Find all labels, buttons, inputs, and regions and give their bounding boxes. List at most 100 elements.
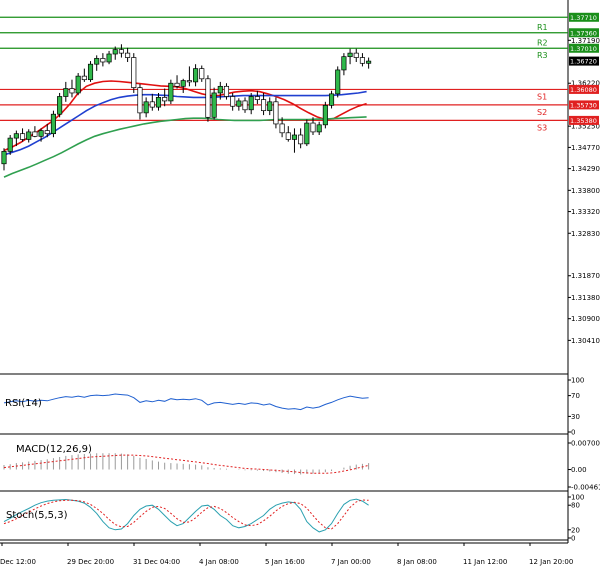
time-tick-label: 4 Jan 08:00	[199, 558, 239, 566]
candle-body-bullish	[291, 134, 298, 140]
candle-body-bullish	[13, 133, 19, 139]
moving-average-line	[3, 90, 367, 156]
candle-body-bullish	[168, 82, 174, 102]
candle-body-bullish	[335, 69, 341, 95]
time-tick-label: Dec 12:00	[0, 558, 36, 566]
candle-body-bearish	[125, 52, 131, 58]
macd-tick-label: 0.00	[571, 466, 587, 474]
candle-body-bullish	[211, 92, 217, 118]
level-price-label: 1.37360	[570, 29, 597, 37]
candle-body-bearish	[199, 68, 205, 80]
stoch-signal-line	[3, 499, 369, 530]
price-tick-label: 1.32830	[571, 230, 600, 238]
time-tick-label: 31 Dec 04:00	[133, 558, 180, 566]
candle-body-bullish	[63, 88, 69, 97]
candle-body-bullish	[7, 137, 13, 152]
level-price-box	[569, 100, 599, 110]
candle-body-bearish	[359, 57, 365, 64]
candle-body-bearish	[32, 131, 38, 137]
rsi-tick-label: 100	[571, 377, 584, 385]
stoch-tick-label: 0	[571, 535, 575, 543]
candle-body-bearish	[149, 101, 155, 108]
candle-body-bearish	[131, 57, 137, 88]
macd-tick-label: -0.004617	[571, 484, 600, 492]
candle-body-bearish	[261, 99, 267, 112]
price-tick-label: 1.37190	[571, 37, 600, 45]
candle-body-bearish	[81, 75, 87, 81]
candle-body-bearish	[137, 87, 143, 114]
time-tick-label: 11 Jan 12:00	[463, 558, 507, 566]
price-tick-label: 1.34290	[571, 165, 600, 173]
candle-body-bearish	[186, 80, 192, 83]
macd-signal-line	[3, 454, 369, 474]
candle-body-bullish	[57, 96, 63, 115]
price-tick-label: 1.36220	[571, 80, 600, 88]
level-price-box	[569, 84, 599, 94]
candle-body-bullish	[316, 124, 322, 133]
candle-body-bearish	[298, 134, 304, 145]
candle-body-bearish	[285, 132, 291, 140]
candle-body-bullish	[322, 105, 328, 126]
price-tick-label: 1.34770	[571, 144, 600, 152]
level-name-r2: R2	[537, 38, 548, 47]
candle-body-bearish	[174, 82, 180, 87]
level-price-box	[569, 115, 599, 125]
time-tick-label: 7 Jan 00:00	[331, 558, 371, 566]
candle-body-bullish	[155, 97, 162, 108]
candle-body-bullish	[94, 58, 100, 65]
price-tick-label: 1.31380	[571, 294, 600, 302]
stoch-tick-label: 20	[571, 526, 580, 534]
candle-body-bullish	[26, 131, 32, 140]
candle-body-bearish	[118, 49, 124, 54]
candle-body-bullish	[236, 100, 242, 107]
time-tick-label: 8 Jan 08:00	[397, 558, 437, 566]
stoch-tick-label: 100	[571, 494, 584, 502]
price-tick-label: 1.33320	[571, 208, 600, 216]
candle-body-bearish	[273, 101, 279, 125]
time-tick-label: 29 Dec 20:00	[67, 558, 114, 566]
rsi-tick-label: 0	[571, 429, 575, 437]
candle-body-bearish	[69, 88, 75, 94]
stoch-title: Stoch(5,5,3)	[6, 510, 68, 521]
candle-body-bullish	[217, 85, 223, 94]
level-price-label: 1.37010	[570, 45, 597, 53]
candle-body-bearish	[254, 96, 260, 100]
level-name-r3: R3	[537, 51, 548, 60]
stoch-main-line	[3, 498, 369, 533]
candle-body-bearish	[230, 96, 236, 107]
level-price-label: 1.37710	[570, 14, 597, 22]
price-tick-label: 1.33800	[571, 187, 600, 195]
macd-title: MACD(12,26,9)	[16, 444, 92, 455]
candle-body-bearish	[279, 123, 285, 134]
candle-body-bullish	[248, 96, 254, 111]
level-price-label: 1.35380	[570, 117, 597, 125]
candle-body-bullish	[112, 49, 118, 55]
rsi-tick-label: 70	[571, 392, 580, 400]
candle-body-bearish	[19, 133, 26, 140]
candle-body-bearish	[162, 97, 168, 102]
current-price-label: 1.36720	[570, 58, 597, 66]
candle-body-bearish	[205, 78, 211, 118]
candle-body-bullish	[366, 60, 372, 64]
level-name-s1: S1	[537, 92, 547, 101]
candle-body-bullish	[267, 101, 273, 112]
candle-body-bullish	[341, 56, 347, 71]
candle-body-bearish	[44, 130, 50, 135]
level-price-label: 1.35730	[570, 101, 597, 109]
price-tick-label: 1.30900	[571, 315, 600, 323]
current-price-box	[569, 56, 599, 66]
candle-body-bearish	[242, 100, 248, 111]
moving-average-line	[3, 116, 367, 178]
candle-body-bullish	[304, 122, 310, 145]
candle-body-bearish	[223, 85, 230, 97]
candle-body-bullish	[87, 63, 94, 81]
candle-body-bullish	[106, 53, 112, 63]
time-tick-label: 12 Jan 20:00	[529, 558, 573, 566]
level-price-box	[569, 28, 599, 38]
candle-body-bearish	[353, 52, 359, 58]
candle-body-bullish	[143, 101, 149, 114]
rsi-title: RSI(14)	[5, 398, 42, 409]
level-name-r1: R1	[537, 23, 548, 32]
